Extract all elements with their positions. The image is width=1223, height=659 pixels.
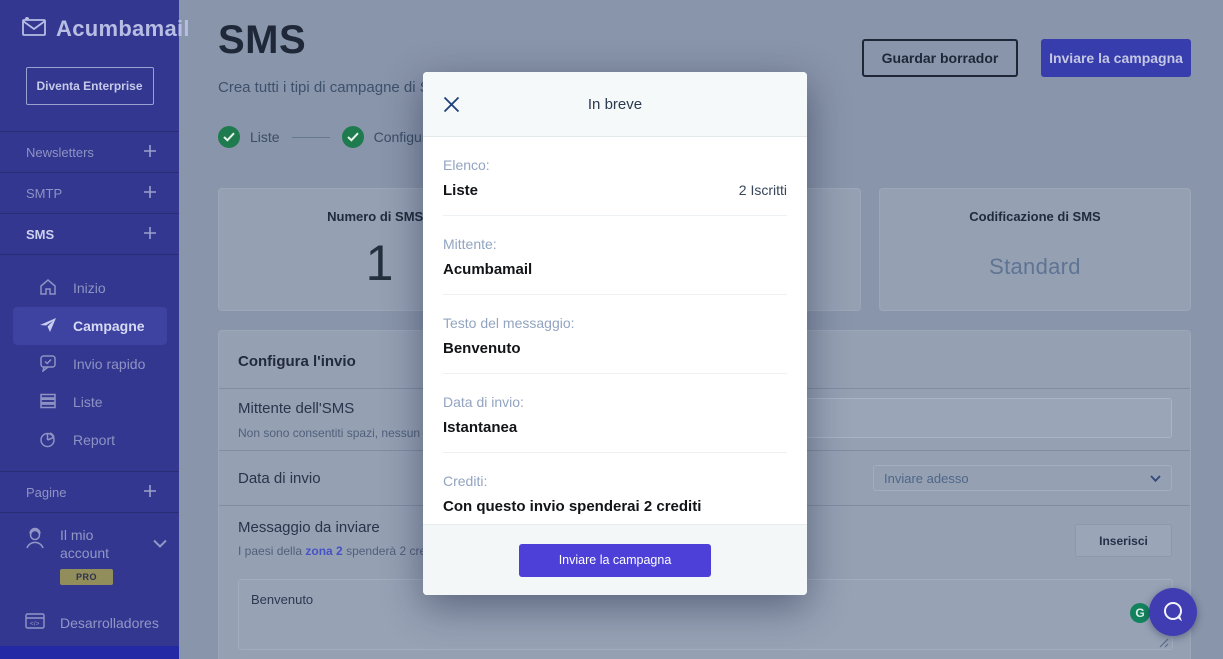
close-icon[interactable] <box>436 89 466 119</box>
send-date-select-value: Inviare adesso <box>884 470 969 486</box>
sidebar-item-liste[interactable]: Liste <box>13 383 167 421</box>
step-connector <box>291 136 330 138</box>
modal-row-testo: Testo del messaggio: Benvenuto <box>443 295 787 374</box>
chevron-down-icon <box>1150 469 1161 487</box>
message-label: Messaggio da inviare <box>238 519 380 536</box>
sender-label: Mittente dell'SMS <box>238 400 355 417</box>
modal-row-mittente: Mittente: Acumbamail <box>443 216 787 295</box>
sms-count-value: 1 <box>365 235 394 291</box>
sidebar-account[interactable]: Il mio account PRO <box>0 513 179 595</box>
chat-launcher-button[interactable] <box>1149 588 1197 636</box>
sidebar-sections: Newsletters SMTP SMS <box>0 131 179 255</box>
home-icon <box>39 278 57 299</box>
send-date-select[interactable]: Inviare adesso <box>873 465 1172 491</box>
sidebar-item-report[interactable]: Report <box>13 421 167 459</box>
sms-count-label: Numero di SMS * <box>327 209 432 224</box>
code-window-icon: </> <box>24 611 46 634</box>
brand-logo[interactable]: Acumbamail <box>0 0 190 43</box>
check-circle-icon <box>218 126 240 148</box>
plus-icon[interactable] <box>143 185 157 202</box>
sidebar-item-invio-rapido[interactable]: Invio rapido <box>13 345 167 383</box>
grammarly-icon[interactable]: G <box>1130 603 1150 623</box>
modal-header: In breve <box>423 72 807 137</box>
sidebar: Acumbamail Diventa Enterprise Newsletter… <box>0 0 190 659</box>
chevron-down-icon[interactable] <box>153 535 167 553</box>
brand-name: Acumbamail <box>56 15 190 41</box>
send-date-label: Data di invio <box>238 470 321 487</box>
enterprise-button[interactable]: Diventa Enterprise <box>25 67 154 105</box>
subscriber-count: 2 Iscritti <box>738 182 787 198</box>
sidebar-section-newsletters[interactable]: Newsletters <box>0 132 179 173</box>
user-icon <box>24 527 46 556</box>
summary-modal: In breve Elenco: Liste 2 Iscritti Mitten… <box>423 72 807 595</box>
page-title: SMS <box>218 18 307 62</box>
sidebar-item-inizio[interactable]: Inizio <box>13 269 167 307</box>
resize-handle-icon[interactable] <box>1157 635 1169 653</box>
pro-badge: PRO <box>60 569 114 585</box>
check-circle-icon <box>341 126 364 148</box>
sender-help: Non sono consentiti spazi, nessun tratti <box>238 426 447 440</box>
account-label: Il mio account <box>60 527 110 561</box>
plus-icon[interactable] <box>143 144 157 161</box>
modal-row-crediti: Crediti: Con questo invio spenderai 2 cr… <box>443 473 702 515</box>
paper-plane-icon <box>39 316 57 337</box>
sidebar-section-pagine[interactable]: Pagine <box>0 472 179 513</box>
plus-icon[interactable] <box>143 226 157 243</box>
list-icon <box>39 392 57 413</box>
code-glyph: </> <box>30 621 40 628</box>
encoding-card: Codificazione di SMS Standard <box>879 188 1191 311</box>
sidebar-section-smtp[interactable]: SMTP <box>0 173 179 214</box>
page-subtitle: Crea tutti i tipi di campagne di SMS e a <box>218 79 478 96</box>
insert-button[interactable]: Inserisci <box>1075 524 1172 557</box>
zona-2-link[interactable]: zona 2 <box>305 544 343 558</box>
configure-title: Configura l'invio <box>238 353 356 370</box>
encoding-label: Codificazione di SMS <box>969 209 1101 224</box>
sidebar-item-desarrolladores[interactable]: </> Desarrolladores <box>0 601 179 644</box>
pie-chart-icon <box>39 430 57 451</box>
sidebar-menu: Inizio Campagne Invio ra <box>0 255 179 472</box>
step-liste[interactable]: Liste <box>218 126 280 148</box>
sidebar-section-sms[interactable]: SMS <box>0 214 179 255</box>
sidebar-bottom-strip <box>0 646 179 659</box>
modal-footer: Inviare la campagna <box>423 524 807 595</box>
modal-row-elenco: Elenco: Liste 2 Iscritti <box>443 137 787 216</box>
plus-icon[interactable] <box>143 484 157 501</box>
modal-body: Elenco: Liste 2 Iscritti Mittente: Acumb… <box>423 137 807 531</box>
modal-title: In breve <box>587 96 643 113</box>
save-draft-button[interactable]: Guardar borrador <box>862 39 1018 77</box>
sidebar-item-campagne[interactable]: Campagne <box>13 307 167 345</box>
modal-row-data-invio: Data di invio: Istantanea <box>443 374 787 453</box>
modal-send-campaign-button[interactable]: Inviare la campagna <box>519 543 711 577</box>
envelope-icon <box>20 14 48 43</box>
send-campaign-button[interactable]: Inviare la campagna <box>1041 39 1191 77</box>
encoding-value: Standard <box>989 254 1081 279</box>
chat-check-icon <box>39 354 57 375</box>
